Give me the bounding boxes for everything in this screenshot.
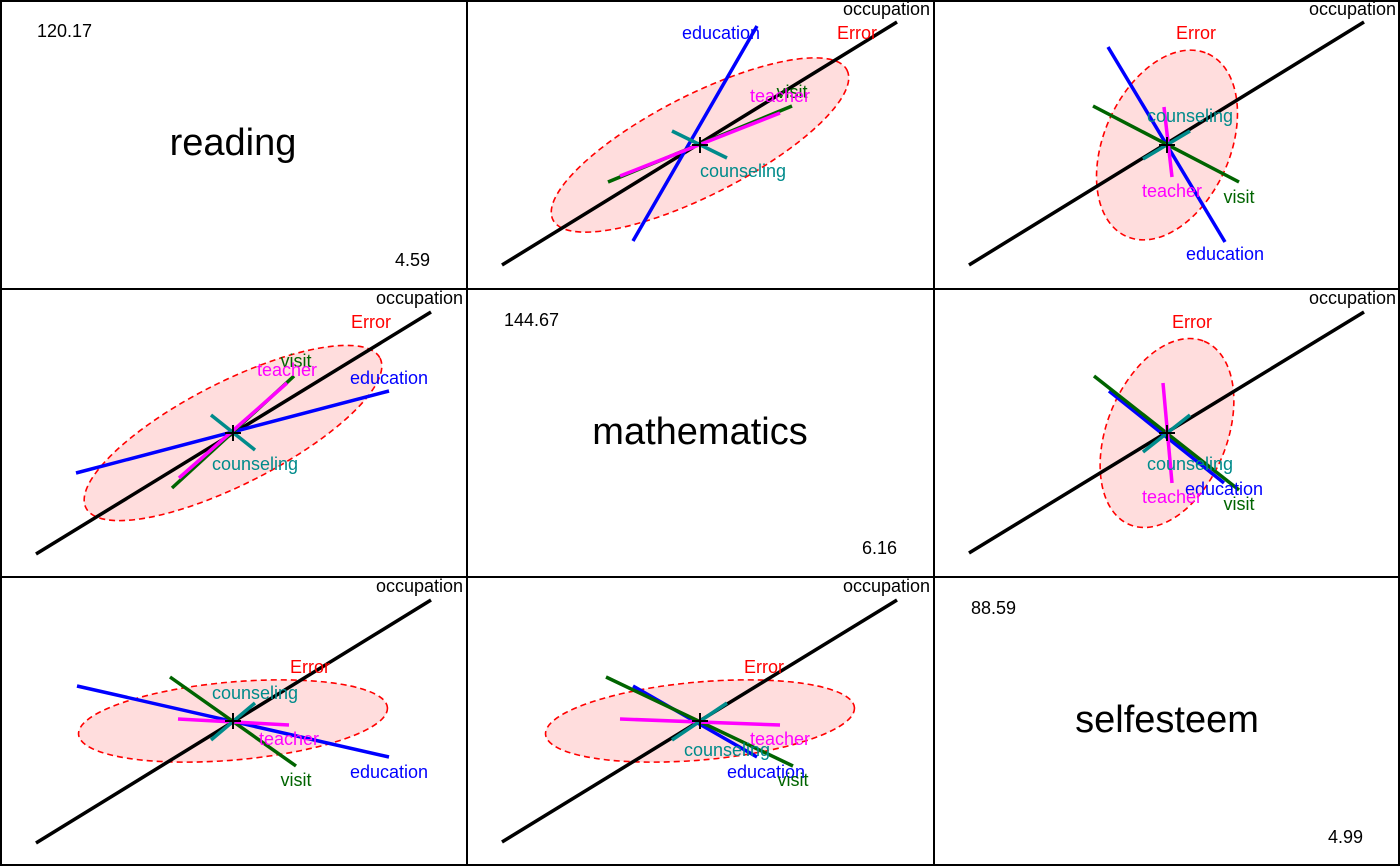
visit-label: visit bbox=[778, 770, 809, 790]
education-label: education bbox=[1186, 244, 1264, 264]
diagonal-panel-reading: reading 120.17 4.59 bbox=[37, 21, 430, 270]
counseling-label: counseling bbox=[212, 683, 298, 703]
diagonal-panel-mathematics: mathematics 144.67 6.16 bbox=[504, 310, 897, 558]
education-line bbox=[631, 25, 759, 242]
visit-label: visit bbox=[1224, 187, 1255, 207]
range-max-mathematics: 144.67 bbox=[504, 310, 559, 330]
education-label: education bbox=[1185, 479, 1263, 499]
teacher-label: teacher bbox=[750, 729, 810, 749]
range-min-mathematics: 6.16 bbox=[862, 538, 897, 558]
variable-name-reading: reading bbox=[170, 122, 297, 164]
occupation-label: occupation bbox=[1309, 0, 1396, 19]
counseling-label: counseling bbox=[212, 454, 298, 474]
occupation-label: occupation bbox=[843, 576, 930, 596]
counseling-label: counseling bbox=[700, 161, 786, 181]
variable-name-mathematics: mathematics bbox=[592, 411, 807, 453]
he-panel-selfesteem-vs-reading: education visit teacher counseling Error occu… bbox=[35, 576, 463, 845]
error-label: Error bbox=[290, 657, 330, 677]
visit-label: visit bbox=[777, 82, 808, 102]
teacher-label: teacher bbox=[1142, 181, 1202, 201]
teacher-label: teacher bbox=[259, 729, 319, 749]
visit-label: visit bbox=[1224, 494, 1255, 514]
error-label: Error bbox=[1176, 23, 1216, 43]
occupation-label: occupation bbox=[376, 288, 463, 308]
visit-label: visit bbox=[281, 351, 312, 371]
occupation-label: occupation bbox=[376, 576, 463, 596]
range-min-reading: 4.59 bbox=[395, 250, 430, 270]
diagonal-panel-selfesteem: selfesteem 88.59 4.99 bbox=[971, 598, 1363, 847]
range-max-selfesteem: 88.59 bbox=[971, 598, 1016, 618]
error-label: Error bbox=[837, 23, 877, 43]
range-min-selfesteem: 4.99 bbox=[1328, 827, 1363, 847]
counseling-label: counseling bbox=[1147, 106, 1233, 126]
error-label: Error bbox=[351, 312, 391, 332]
error-label: Error bbox=[1172, 312, 1212, 332]
variable-name-selfesteem: selfesteem bbox=[1075, 699, 1259, 741]
he-panel-reading-vs-selfesteem: education visit teacher counseling Error occu… bbox=[968, 0, 1396, 267]
education-label: education bbox=[727, 762, 805, 782]
education-label: education bbox=[350, 762, 428, 782]
counseling-label: counseling bbox=[684, 740, 770, 760]
education-label: education bbox=[350, 368, 428, 388]
error-label: Error bbox=[744, 657, 784, 677]
range-max-reading: 120.17 bbox=[37, 21, 92, 41]
teacher-label: teacher bbox=[257, 360, 317, 380]
counseling-label: counseling bbox=[1147, 454, 1233, 474]
teacher-label: teacher bbox=[750, 86, 810, 106]
occupation-label: occupation bbox=[843, 0, 930, 19]
education-label: education bbox=[682, 23, 760, 43]
visit-label: visit bbox=[281, 770, 312, 790]
teacher-label: teacher bbox=[1142, 487, 1202, 507]
occupation-label: occupation bbox=[1309, 288, 1396, 308]
